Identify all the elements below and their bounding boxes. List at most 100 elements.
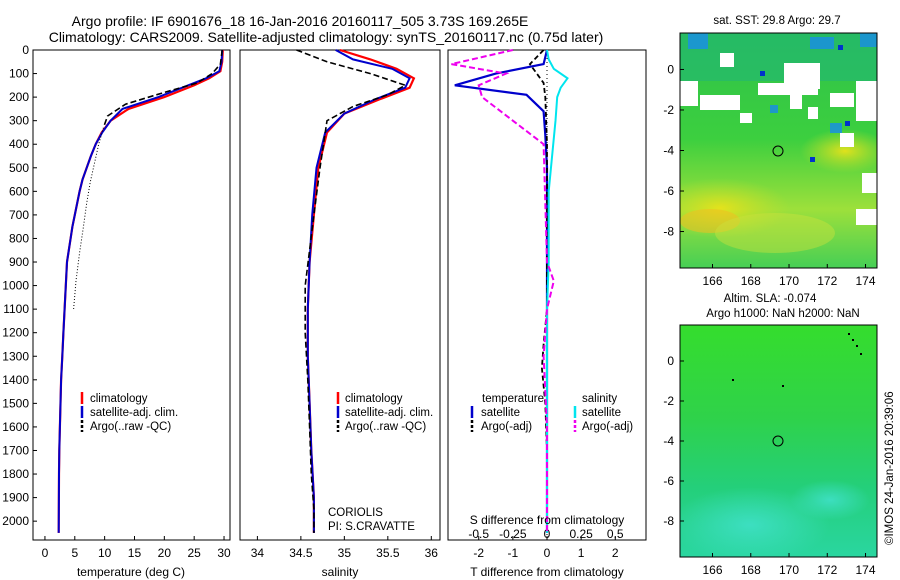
map-y-tick-label: -8 bbox=[663, 514, 674, 528]
x-tick-label: 35 bbox=[338, 546, 352, 560]
s-tick-label: -0.5 bbox=[468, 527, 489, 541]
sst-map-axes: 166 168 170 172 174 0 -2 -4 -6 -8 bbox=[663, 62, 876, 288]
depth-tick-label: 400 bbox=[9, 137, 29, 151]
map-y-tick-label: 0 bbox=[667, 354, 674, 368]
series-line-argo-raw-qc- bbox=[102, 49, 223, 128]
x-tick-label: 2 bbox=[612, 546, 619, 560]
x-tick-label: 0 bbox=[544, 546, 551, 560]
depth-tick-label: 1600 bbox=[2, 420, 29, 434]
s-tick-label: 0.25 bbox=[569, 527, 593, 541]
x-tick-label: 25 bbox=[188, 546, 202, 560]
legend-label-climatology: climatology bbox=[345, 393, 403, 405]
sst-map-title: sat. SST: 29.8 Argo: 29.7 bbox=[713, 15, 840, 27]
depth-tick-label: 1000 bbox=[2, 279, 29, 293]
x-tick-label: 36 bbox=[425, 546, 439, 560]
map-y-tick-label: -6 bbox=[663, 184, 674, 198]
x-tick-label: 35.5 bbox=[376, 546, 400, 560]
depth-tick-label: 1500 bbox=[2, 396, 29, 410]
depth-tick-label: 900 bbox=[9, 255, 29, 269]
s-tick-label: 0.5 bbox=[607, 527, 624, 541]
depth-tick-label: 1400 bbox=[2, 373, 29, 387]
depth-tick-label: 500 bbox=[9, 161, 29, 175]
figure-title-line1: Argo profile: IF 6901676_18 16-Jan-2016 … bbox=[72, 13, 529, 29]
depth-tick-label: 1800 bbox=[2, 467, 29, 481]
salinity-lines bbox=[296, 48, 416, 533]
legend-label-satellite: satellite-adj. clim. bbox=[345, 407, 433, 419]
depth-tick-label: 700 bbox=[9, 208, 29, 222]
temperature-panel: 0100200300400500600700800900100011001200… bbox=[2, 43, 452, 579]
x-tick-label: 34 bbox=[251, 546, 265, 560]
difference-x-axis: -2 -1 0 1 2 -0.5 -0.25 0 0.25 0.5 bbox=[468, 527, 624, 560]
map-x-tick-label: 174 bbox=[856, 274, 876, 288]
temperature-xlabel: temperature (deg C) bbox=[77, 565, 185, 579]
temperature-axes-frame bbox=[32, 49, 231, 541]
x-tick-label: 15 bbox=[128, 546, 142, 560]
sla-map-axes: 166 168 170 172 174 0 -2 -4 -6 -8 bbox=[663, 354, 876, 577]
depth-tick-label: 1700 bbox=[2, 443, 29, 457]
s-tick-label: 0 bbox=[544, 527, 551, 541]
map-x-tick-label: 174 bbox=[856, 563, 876, 577]
institution-note: CORIOLIS bbox=[328, 507, 383, 519]
map-x-tick-label: 170 bbox=[779, 563, 799, 577]
map-x-tick-label: 172 bbox=[817, 563, 837, 577]
x-tick-label: -2 bbox=[473, 546, 484, 560]
map-y-tick-label: -8 bbox=[663, 225, 674, 239]
difference-lines bbox=[451, 49, 569, 533]
map-x-tick-label: 166 bbox=[702, 274, 722, 288]
salinity-panel: 34 34.5 35 35.5 36 salinity climatology sate… bbox=[239, 48, 441, 579]
temperature-x-axis: 0 5 10 15 20 25 30 bbox=[42, 536, 231, 560]
argo-location-marker bbox=[772, 145, 784, 157]
legend-label-s-argo: Argo(-adj) bbox=[582, 421, 633, 433]
depth-tick-label: 1300 bbox=[2, 349, 29, 363]
salinity-xlabel: salinity bbox=[322, 565, 359, 579]
legend-head-temperature: temperature bbox=[482, 393, 544, 405]
legend-label-s-satellite: satellite bbox=[582, 407, 621, 419]
s-tick-label: -0.25 bbox=[499, 527, 527, 541]
depth-tick-label: 1200 bbox=[2, 326, 29, 340]
legend-label-t-argo: Argo(-adj) bbox=[481, 421, 532, 433]
sst-map: sat. SST: 29.8 Argo: 29.7 bbox=[663, 15, 878, 288]
sla-map-title1: Altim. SLA: -0.074 bbox=[724, 293, 817, 305]
legend-label-argo: Argo(..raw -QC) bbox=[90, 421, 171, 433]
x-tick-label: 5 bbox=[71, 546, 78, 560]
salinity-axes-frame bbox=[239, 49, 441, 541]
sla-map-image bbox=[680, 325, 877, 557]
x-tick-label: 0 bbox=[42, 546, 49, 560]
depth-tick-label: 600 bbox=[9, 184, 29, 198]
series-line-salinity-satellite bbox=[546, 49, 569, 533]
difference-legend: temperature salinity satellite Argo(-adj… bbox=[470, 393, 633, 433]
imos-stamp: ©IMOS 24-Jan-2016 20:39:06 bbox=[884, 391, 896, 545]
temperature-lines bbox=[57, 49, 224, 533]
series-line-salinity-argo-adj- bbox=[451, 49, 555, 533]
depth-tick-label: 2000 bbox=[2, 514, 29, 528]
legend-label-t-satellite: satellite bbox=[481, 407, 520, 419]
series-line-satellite-adj-clim- bbox=[306, 49, 411, 533]
temperature-legend: climatology satellite-adj. clim. Argo(..… bbox=[80, 392, 178, 433]
map-y-tick-label: -6 bbox=[663, 474, 674, 488]
series-line-argo-raw-qc- bbox=[296, 49, 408, 533]
argo-location-marker bbox=[772, 435, 784, 447]
depth-tick-label: 1100 bbox=[3, 302, 29, 316]
legend-label-argo: Argo(..raw -QC) bbox=[345, 421, 426, 433]
x-tick-label: 10 bbox=[98, 546, 112, 560]
sst-map-image bbox=[680, 33, 877, 268]
legend-label-satellite: satellite-adj. clim. bbox=[90, 407, 178, 419]
map-x-tick-label: 172 bbox=[817, 274, 837, 288]
depth-tick-label: 1900 bbox=[2, 491, 29, 505]
difference-xlabel: T difference from climatology bbox=[470, 565, 624, 579]
sla-map-title2: Argo h1000: NaN h2000: NaN bbox=[706, 308, 859, 320]
depth-tick-label: 100 bbox=[9, 67, 29, 81]
map-x-tick-label: 168 bbox=[741, 274, 761, 288]
salinity-legend: climatology satellite-adj. clim. Argo(..… bbox=[336, 392, 433, 433]
x-tick-label: 34.5 bbox=[289, 546, 313, 560]
series-line-satellite-adj-clim- bbox=[57, 49, 224, 533]
map-x-tick-label: 170 bbox=[779, 274, 799, 288]
map-y-tick-label: -2 bbox=[663, 103, 674, 117]
legend-head-salinity: salinity bbox=[582, 393, 617, 405]
depth-tick-label: 800 bbox=[9, 231, 29, 245]
x-tick-label: 30 bbox=[217, 546, 231, 560]
map-y-tick-label: -4 bbox=[663, 434, 674, 448]
x-tick-label: -1 bbox=[508, 546, 519, 560]
